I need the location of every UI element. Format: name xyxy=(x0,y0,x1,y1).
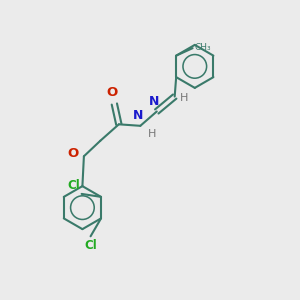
Text: O: O xyxy=(106,85,118,99)
Text: Cl: Cl xyxy=(68,179,80,192)
Text: N: N xyxy=(133,109,143,122)
Text: H: H xyxy=(180,93,188,103)
Text: Cl: Cl xyxy=(84,239,97,252)
Text: N: N xyxy=(149,95,160,108)
Text: H: H xyxy=(148,129,156,140)
Text: O: O xyxy=(67,147,79,161)
Text: CH₃: CH₃ xyxy=(195,43,211,52)
